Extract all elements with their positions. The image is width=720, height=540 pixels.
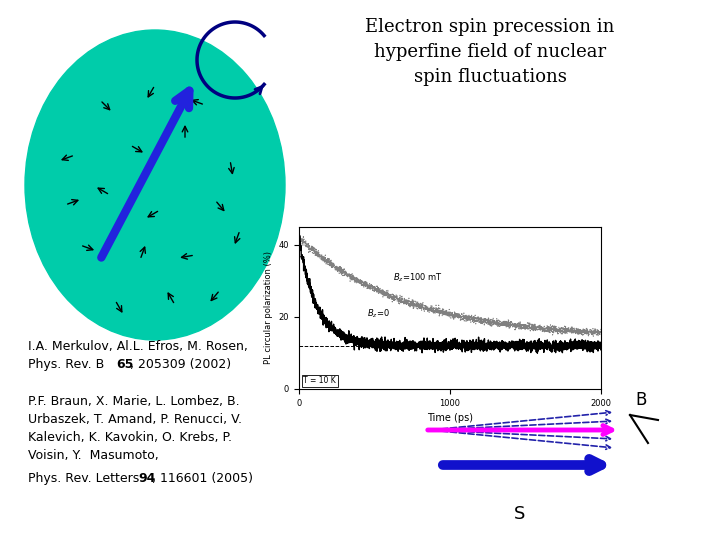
Text: 94: 94: [138, 472, 156, 485]
Text: I.A. Merkulov, Al.L. Efros, M. Rosen,: I.A. Merkulov, Al.L. Efros, M. Rosen,: [28, 340, 248, 353]
Text: T = 10 K: T = 10 K: [303, 376, 336, 386]
Ellipse shape: [25, 30, 285, 340]
Text: B: B: [635, 391, 647, 409]
Text: Phys. Rev. Letters: Phys. Rev. Letters: [28, 472, 143, 485]
Text: P.F. Braun, X. Marie, L. Lombez, B.
Urbaszek, T. Amand, P. Renucci, V.
Kalevich,: P.F. Braun, X. Marie, L. Lombez, B. Urba…: [28, 395, 242, 462]
Text: $B_z$=0: $B_z$=0: [367, 308, 390, 320]
Text: S: S: [514, 505, 526, 523]
X-axis label: Time (ps): Time (ps): [427, 413, 473, 423]
Text: , 116601 (2005): , 116601 (2005): [152, 472, 253, 485]
Y-axis label: PL circular polarization (%): PL circular polarization (%): [264, 251, 273, 364]
Text: $B_z$=100 mT: $B_z$=100 mT: [392, 272, 443, 284]
Text: Phys. Rev. B: Phys. Rev. B: [28, 358, 108, 371]
Text: , 205309 (2002): , 205309 (2002): [130, 358, 231, 371]
Text: Electron spin precession in
hyperfine field of nuclear
spin fluctuations: Electron spin precession in hyperfine fi…: [365, 18, 615, 86]
Text: 65: 65: [116, 358, 133, 371]
